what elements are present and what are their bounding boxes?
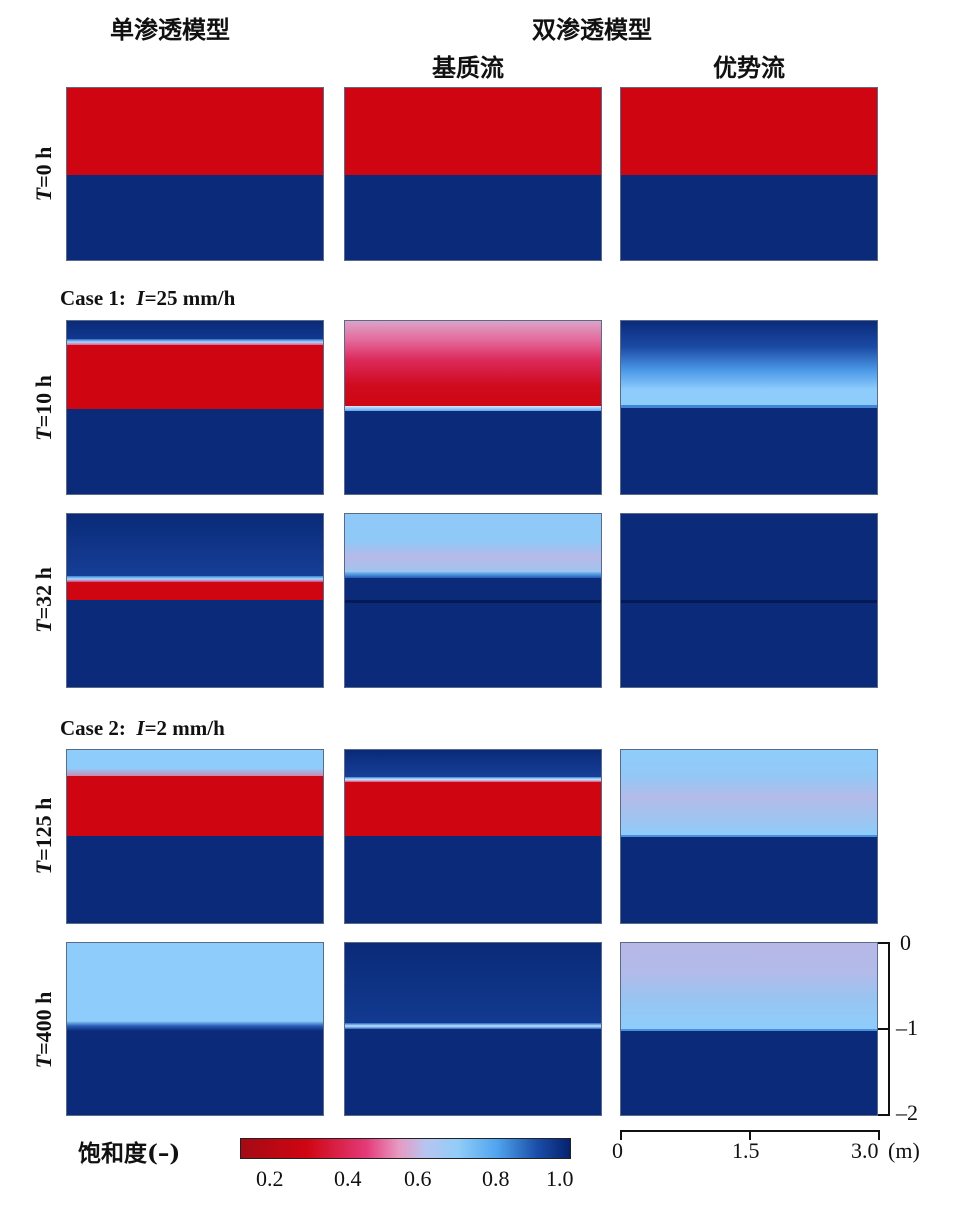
panel-matrix-t0: [344, 87, 602, 261]
width-label-0: 0: [612, 1138, 623, 1163]
single-permeability-header: 单渗透模型: [110, 15, 230, 44]
width-label-1: 1.5: [732, 1138, 760, 1163]
colorbar-gradient: [240, 1138, 571, 1159]
colorbar-tick-10: 1.0: [546, 1166, 574, 1191]
width-label-2: 3.0: [851, 1138, 879, 1163]
depth-label-0: 0: [900, 930, 911, 955]
width-unit: (m): [888, 1138, 920, 1163]
row-label-t400: T=400 h: [31, 991, 56, 1069]
panel-matrix-t400: [344, 942, 602, 1116]
panel-single-t10: [66, 320, 324, 495]
panel-matrix-t32: [344, 513, 602, 688]
panel-matrix-t125: [344, 749, 602, 924]
depth-label-2: –2: [896, 1100, 918, 1125]
row-label-t0: T=0 h: [31, 146, 56, 202]
panel-single-t32: [66, 513, 324, 688]
matrix-flow-header: 基质流: [432, 53, 504, 82]
row-label-t32: T=32 h: [31, 567, 56, 633]
width-tick-2: [878, 1130, 880, 1140]
panel-matrix-t10: [344, 320, 602, 495]
colorbar-tick-04: 0.4: [334, 1166, 362, 1191]
width-tick-0: [620, 1130, 622, 1140]
row-label-t10: T=10 h: [31, 375, 56, 441]
depth-label-1: –1: [896, 1015, 918, 1040]
case-2-label: Case 2: I=2 mm/h: [60, 716, 225, 740]
panel-single-t0: [66, 87, 324, 261]
panel-preferential-t400: [620, 942, 878, 1116]
panel-preferential-t10: [620, 320, 878, 495]
depth-axis-line: [888, 942, 890, 1116]
panel-single-t125: [66, 749, 324, 924]
colorbar-tick-06: 0.6: [404, 1166, 432, 1191]
case-1-label: Case 1: I=25 mm/h: [60, 286, 236, 310]
colorbar-title: 饱和度(–): [78, 1140, 181, 1167]
depth-tick-2: [878, 1114, 889, 1116]
preferential-flow-header: 优势流: [713, 53, 785, 82]
dual-permeability-header: 双渗透模型: [532, 15, 652, 44]
width-tick-1: [749, 1130, 751, 1140]
colorbar-tick-08: 0.8: [482, 1166, 510, 1191]
panel-preferential-t0: [620, 87, 878, 261]
panel-preferential-t32: [620, 513, 878, 688]
panel-preferential-t125: [620, 749, 878, 924]
depth-tick-1: [878, 1028, 889, 1030]
panel-single-t400: [66, 942, 324, 1116]
row-label-t125: T=125 h: [31, 797, 56, 875]
colorbar-tick-02: 0.2: [256, 1166, 284, 1191]
depth-tick-0: [878, 942, 889, 944]
